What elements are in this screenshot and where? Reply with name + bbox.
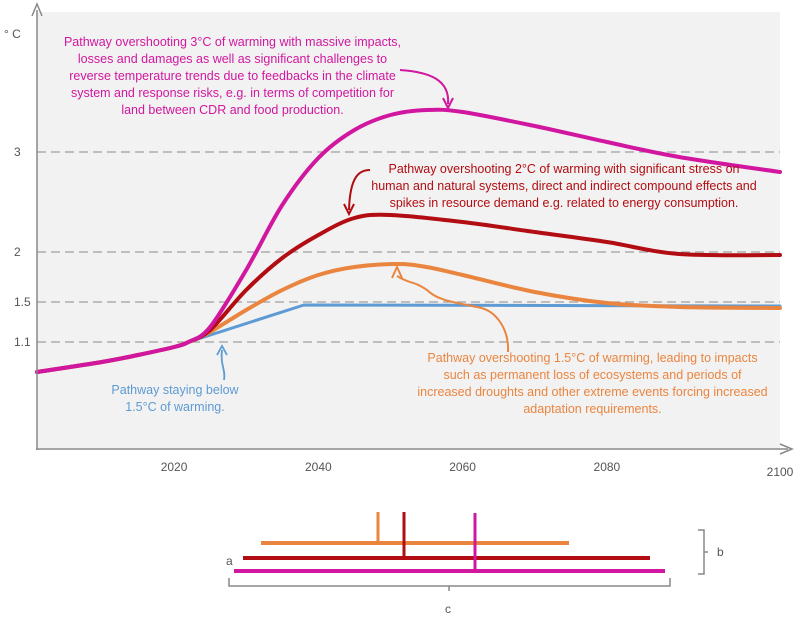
x-tick-label: 2100 xyxy=(767,465,794,479)
x-tick-label: 2080 xyxy=(594,460,621,474)
y-tick-label: 1.1 xyxy=(14,335,31,349)
annotation-magenta: Pathway overshooting 3°C of warming with… xyxy=(63,35,402,117)
bracket-b xyxy=(698,529,708,575)
y-tick-label: 2 xyxy=(14,245,21,259)
red-arrow xyxy=(348,169,371,211)
red-arrowhead xyxy=(343,203,355,217)
label-b: b xyxy=(717,545,724,559)
annotation-red: Pathway overshooting 2°C of warming with… xyxy=(371,162,757,210)
label-a: a xyxy=(226,554,233,568)
magenta-arrowhead xyxy=(442,97,454,111)
annotation-orange: Pathway overshooting 1.5°C of warming, l… xyxy=(417,351,768,416)
y-tick-label: 3 xyxy=(14,145,21,159)
magenta-arrow xyxy=(399,69,450,105)
x-tick-label: 2040 xyxy=(305,460,332,474)
orange-arrow xyxy=(396,275,510,353)
orange-arrowhead xyxy=(391,264,403,279)
bracket-c xyxy=(228,578,671,591)
y-axis-label: ° C xyxy=(4,27,21,41)
x-tick-label: 2020 xyxy=(161,460,188,474)
label-c: c xyxy=(445,602,451,616)
timeline-diagram: a b c xyxy=(226,512,724,616)
plot-background xyxy=(37,12,780,448)
series-line-magenta xyxy=(35,107,782,374)
annotation-blue: Pathway staying below 1.5°C of warming. xyxy=(111,383,239,414)
x-axis-arrow xyxy=(779,443,794,455)
blue-arrowhead xyxy=(216,344,228,356)
y-axis-arrow xyxy=(31,2,43,17)
y-tick-label: 1.5 xyxy=(14,295,31,309)
x-tick-label: 2060 xyxy=(449,460,476,474)
blue-arrow xyxy=(220,349,226,381)
